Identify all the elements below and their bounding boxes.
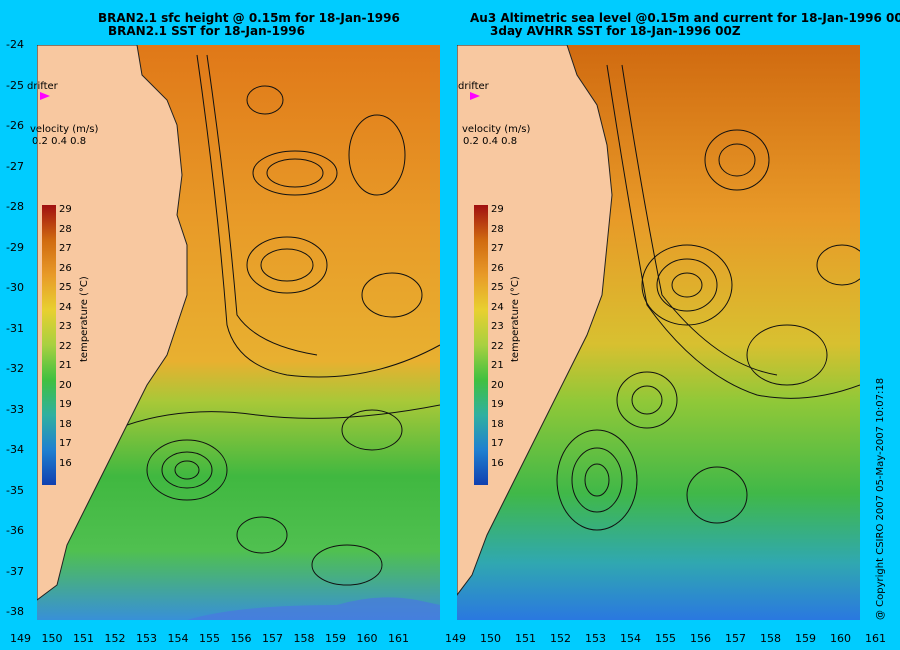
velocity-label-right: velocity (m/s): [462, 124, 531, 135]
right-map-panel: [457, 45, 860, 620]
colorbar-tick: 23: [59, 321, 72, 332]
lat-tick: -24: [6, 38, 24, 51]
colorbar-title-left: temperature (°C): [79, 276, 90, 362]
colorbar-tick: 21: [59, 360, 72, 371]
colorbar-title-right: temperature (°C): [510, 276, 521, 362]
lon-tick: 153: [585, 632, 606, 645]
lon-tick: 158: [760, 632, 781, 645]
lat-tick: -25: [6, 78, 24, 92]
left-map-svg: [37, 45, 440, 620]
lon-tick: 155: [655, 632, 676, 645]
colorbar-tick: 24: [491, 301, 504, 313]
colorbar-left: [42, 205, 56, 485]
velocity-label-left: velocity (m/s): [30, 124, 99, 135]
lon-tick: 157: [725, 632, 746, 645]
lon-tick: 156: [690, 632, 711, 645]
lon-tick: 149: [10, 632, 31, 645]
lat-tick: -31: [6, 321, 24, 335]
colorbar-tick: 28: [491, 223, 504, 235]
colorbar-tick: 24: [59, 301, 72, 313]
lon-tick: 161: [865, 632, 886, 645]
lon-tick: 157: [262, 632, 283, 645]
lon-tick: 153: [136, 632, 157, 645]
lat-tick: -30: [6, 281, 24, 294]
lat-tick: -36: [6, 524, 24, 537]
colorbar-tick: 20: [491, 379, 504, 391]
lat-tick: -37: [6, 564, 24, 578]
lon-tick: 161: [388, 632, 409, 645]
lon-tick: 151: [73, 632, 94, 645]
colorbar-tick: 26: [59, 262, 72, 274]
drifter-label-right: drifter: [458, 81, 489, 92]
lon-tick: 152: [550, 632, 571, 645]
velocity-scale-left: 0.2 0.4 0.8: [32, 136, 87, 147]
colorbar-tick: 17: [491, 438, 504, 449]
lat-tick: -28: [6, 200, 24, 213]
coastline-right: [457, 45, 613, 596]
lon-tick: 154: [167, 632, 189, 645]
lon-tick: 158: [293, 632, 315, 645]
lat-tick: -34: [6, 443, 24, 456]
left-title-line1: BRAN2.1 sfc height @ 0.15m for 18-Jan-19…: [98, 11, 400, 25]
colorbar-tick: 20: [59, 379, 72, 391]
lon-tick: 159: [795, 632, 816, 645]
colorbar-tick: 18: [491, 418, 504, 430]
lon-tick: 156: [230, 632, 252, 645]
lat-tick: -32: [6, 362, 24, 375]
coastline-left: [37, 45, 188, 601]
colorbar-tick: 18: [59, 418, 72, 430]
colorbar-tick: 26: [491, 262, 504, 274]
lon-tick: 152: [104, 632, 126, 645]
lon-tick: 150: [480, 632, 501, 645]
lon-tick: 151: [515, 632, 536, 645]
colorbar-tick: 22: [491, 340, 504, 352]
right-title-line1: Au3 Altimetric sea level @0.15m and curr…: [470, 11, 900, 25]
lon-tick: 154: [620, 632, 641, 645]
colorbar-tick: 23: [491, 321, 504, 332]
lon-tick: 160: [356, 632, 378, 645]
lon-tick: 160: [830, 632, 851, 645]
drifter-icon-right: [470, 92, 480, 100]
lat-tick: -38: [6, 605, 24, 618]
right-map-svg: [457, 45, 860, 620]
lat-tick: -27: [6, 159, 24, 173]
lon-tick: 150: [41, 632, 63, 645]
colorbar-tick: 27: [491, 243, 504, 254]
lon-tick: 159: [325, 632, 346, 645]
lat-tick: -26: [6, 119, 24, 132]
colorbar-tick: 22: [59, 340, 72, 352]
colorbar-tick: 16: [491, 457, 504, 469]
colorbar-tick: 17: [59, 438, 72, 449]
colorbar-tick: 19: [59, 399, 72, 410]
drifter-label-left: drifter: [27, 81, 58, 92]
colorbar-tick: 16: [59, 457, 72, 469]
left-title-line2: BRAN2.1 SST for 18-Jan-1996: [108, 24, 305, 38]
colorbar-tick: 25: [59, 282, 72, 293]
colorbar-tick: 21: [491, 360, 504, 371]
lon-tick: 149: [445, 632, 466, 645]
colorbar-tick: 29: [491, 204, 504, 215]
lon-tick: 155: [199, 632, 220, 645]
colorbar-tick: 28: [59, 223, 72, 235]
velocity-scale-right: 0.2 0.4 0.8: [463, 136, 518, 147]
lat-tick: -29: [6, 240, 24, 254]
lat-tick: -35: [6, 483, 24, 497]
left-map-panel: [37, 45, 440, 620]
colorbar-tick: 25: [491, 282, 504, 293]
colorbar-right: [474, 205, 488, 485]
lat-tick: -33: [6, 402, 24, 416]
colorbar-tick: 27: [59, 243, 72, 254]
copyright-text: @ Copyright CSIRO 2007 05-May-2007 10:07…: [875, 377, 886, 620]
colorbar-tick: 29: [59, 204, 72, 215]
drifter-icon-left: [40, 92, 50, 100]
right-title-line2: 3day AVHRR SST for 18-Jan-1996 00Z: [490, 24, 741, 38]
colorbar-tick: 19: [491, 399, 504, 410]
